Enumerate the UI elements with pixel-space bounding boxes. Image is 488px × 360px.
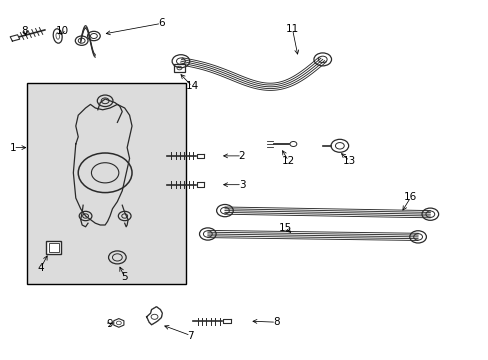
Text: 16: 16 <box>403 192 417 202</box>
Text: 5: 5 <box>121 272 128 282</box>
Text: 6: 6 <box>158 18 164 28</box>
Text: 3: 3 <box>238 180 245 190</box>
Text: 8: 8 <box>21 26 28 36</box>
Text: 14: 14 <box>185 81 199 91</box>
Text: 13: 13 <box>342 156 356 166</box>
Ellipse shape <box>53 29 62 43</box>
Bar <box>46 241 61 254</box>
Text: 9: 9 <box>106 319 113 329</box>
Bar <box>27 83 185 284</box>
Text: 1: 1 <box>10 143 17 153</box>
Polygon shape <box>146 307 162 325</box>
Bar <box>49 243 59 252</box>
Text: 11: 11 <box>285 24 299 34</box>
Text: 12: 12 <box>281 156 295 166</box>
Text: 10: 10 <box>56 26 69 36</box>
Text: 2: 2 <box>238 151 245 161</box>
Text: 8: 8 <box>272 317 279 327</box>
Text: 7: 7 <box>187 330 194 341</box>
Text: 15: 15 <box>278 222 291 233</box>
Bar <box>174 64 184 72</box>
Text: 4: 4 <box>37 263 44 273</box>
